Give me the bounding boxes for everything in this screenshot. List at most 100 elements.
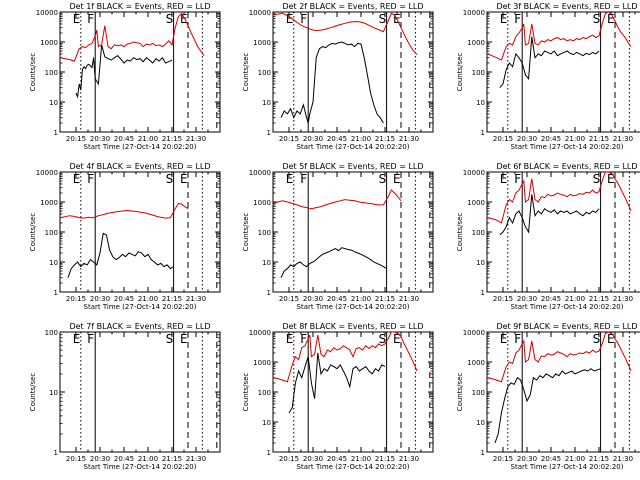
marker-label: S [593, 332, 601, 346]
y-tick-label: 1000 [467, 359, 485, 367]
panel-det-9: Det 9f BLACK = Events, RED = LLD 1 10 100 10… [456, 322, 640, 471]
y-tick-label: 10 [49, 259, 58, 267]
marker-label: E [73, 12, 81, 26]
panel-title: Det 3f BLACK = Events, RED = LLD [496, 2, 637, 11]
x-axis-label: Start Time (27-Oct-14 20:02:20) [297, 303, 410, 311]
y-tick-label: 1 [267, 129, 271, 137]
x-tick-label: 20:30 [303, 295, 323, 303]
y-tick-label: 100 [258, 389, 271, 397]
y-tick-label: 10000 [463, 329, 485, 337]
marker-label: S [593, 172, 601, 186]
series-lld-line [487, 172, 632, 224]
marker-label: F [300, 12, 307, 26]
y-tick-label: 10000 [249, 329, 271, 337]
x-axis-label: Start Time (27-Oct-14 20:02:20) [511, 143, 624, 151]
y-tick-label: 100 [472, 389, 485, 397]
marker-label: F [87, 172, 94, 186]
marker-label: S [379, 12, 387, 26]
x-axis-label: Start Time (27-Oct-14 20:02:20) [297, 143, 410, 151]
x-tick-label: 21:30 [613, 135, 633, 143]
x-tick-label: 21:00 [351, 135, 371, 143]
x-tick-label: 20:45 [114, 455, 134, 463]
x-tick-label: 21:15 [589, 295, 609, 303]
y-tick-label: 10 [262, 259, 271, 267]
y-tick-label: 10 [476, 99, 485, 107]
y-axis-label: Counts/sec [29, 373, 37, 412]
x-tick-label: 20:30 [90, 135, 110, 143]
x-tick-label: 20:45 [114, 295, 134, 303]
x-tick-label: 20:45 [541, 455, 561, 463]
x-tick-label: 20:15 [66, 455, 86, 463]
panel-det-7: Det 7f BLACK = Events, RED = LLD 1 10 100 Co… [29, 322, 221, 471]
series-lld-line [60, 12, 205, 62]
y-tick-label: 10000 [463, 169, 485, 177]
series-lld-line [273, 332, 418, 383]
x-tick-label: 20:30 [517, 135, 537, 143]
marker-label: S [166, 332, 174, 346]
panel-det-4: Det 4f BLACK = Events, RED = LLD 1 10 100 10… [29, 162, 221, 311]
y-tick-label: 10 [49, 389, 58, 397]
x-tick-label: 21:15 [162, 455, 182, 463]
plot-frame [59, 331, 221, 453]
x-tick-label: 21:30 [399, 135, 419, 143]
panel-title: Det 9f BLACK = Events, RED = LLD [496, 322, 637, 331]
y-axis-label: Counts/sec [29, 213, 37, 252]
x-tick-label: 20:15 [279, 455, 299, 463]
x-tick-label: 21:00 [351, 455, 371, 463]
marker-label: F [300, 172, 307, 186]
marker-label: S [166, 172, 174, 186]
y-tick-label: 10000 [463, 9, 485, 17]
x-tick-label: 20:30 [90, 455, 110, 463]
marker-label: S [379, 172, 387, 186]
x-tick-label: 20:15 [279, 135, 299, 143]
y-tick-label: 1 [267, 289, 271, 297]
marker-label: F [514, 172, 521, 186]
series-lld-line [487, 332, 632, 383]
x-tick-label: 21:00 [138, 295, 158, 303]
marker-label: F [87, 332, 94, 346]
plot-frame [486, 11, 640, 133]
y-tick-label: 1000 [253, 39, 271, 47]
plot-frame [59, 171, 221, 293]
x-axis-label: Start Time (27-Oct-14 20:02:20) [84, 143, 197, 151]
x-tick-label: 20:15 [493, 135, 513, 143]
x-tick-label: 21:15 [162, 135, 182, 143]
panel-det-8: Det 8f BLACK = Events, RED = LLD 1 10 100 10… [242, 322, 434, 471]
y-tick-label: 1 [481, 289, 485, 297]
x-tick-label: 21:00 [138, 135, 158, 143]
marker-label: F [87, 12, 94, 26]
x-tick-label: 20:30 [90, 295, 110, 303]
panel-title: Det 1f BLACK = Events, RED = LLD [69, 2, 210, 11]
y-tick-label: 1 [481, 129, 485, 137]
marker-label: E [286, 332, 294, 346]
x-tick-label: 20:45 [327, 135, 347, 143]
y-tick-label: 100 [258, 69, 271, 77]
marker-label: E [607, 172, 615, 186]
y-tick-label: 1000 [40, 199, 58, 207]
y-tick-label: 10 [476, 419, 485, 427]
marker-label: E [607, 12, 615, 26]
x-tick-label: 21:30 [186, 295, 206, 303]
series-events-line [499, 36, 600, 89]
series-events-line [494, 368, 601, 444]
series-events-line [499, 194, 600, 236]
y-axis-label: Counts/sec [456, 373, 464, 412]
marker-label: E [180, 332, 188, 346]
y-axis-label: Counts/sec [242, 53, 250, 92]
x-tick-label: 21:00 [138, 455, 158, 463]
series-lld-line [273, 189, 402, 210]
y-axis-label: Counts/sec [456, 213, 464, 252]
x-tick-label: 20:15 [66, 135, 86, 143]
marker-label: E [393, 172, 401, 186]
y-tick-label: 1 [267, 449, 271, 457]
marker-label: E [393, 332, 401, 346]
y-tick-label: 10000 [249, 169, 271, 177]
series-lld-line [273, 12, 418, 55]
x-axis-label: Start Time (27-Oct-14 20:02:20) [511, 463, 624, 471]
marker-label: S [593, 12, 601, 26]
marker-label: S [166, 12, 174, 26]
panel-det-2: Det 2f BLACK = Events, RED = LLD 1 10 100 10… [242, 2, 434, 151]
panel-det-5: Det 5f BLACK = Events, RED = LLD 1 10 100 10… [242, 162, 434, 311]
series-events-line [280, 41, 384, 124]
marker-label: E [500, 12, 508, 26]
